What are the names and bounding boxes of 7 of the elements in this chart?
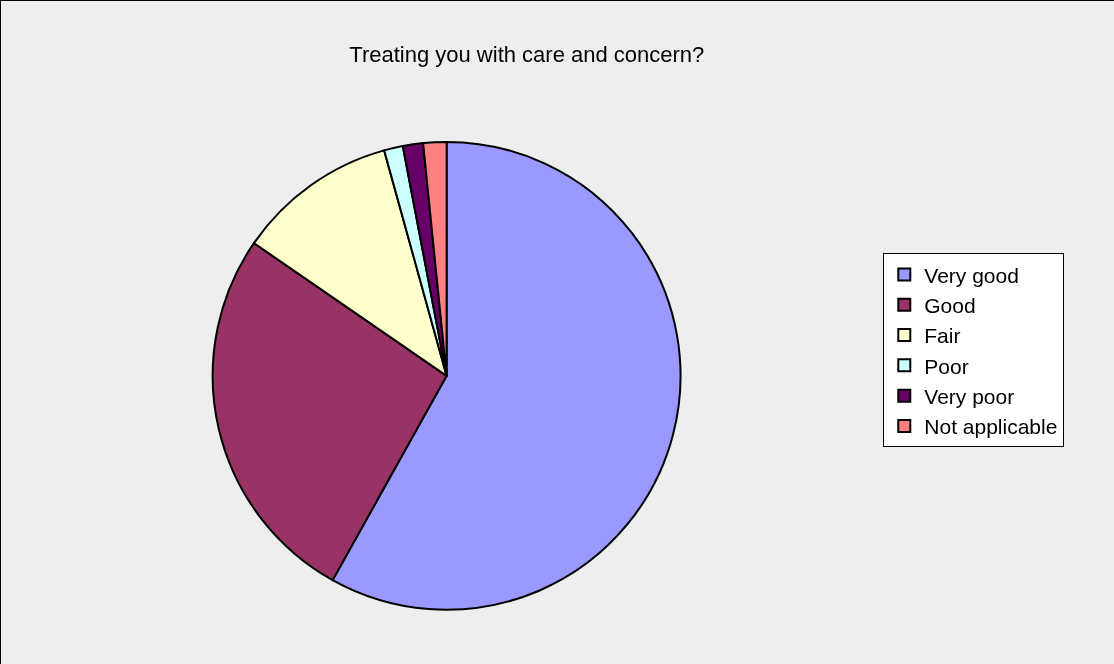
legend-label: Not applicable [924,415,1058,439]
legend-label: Very poor [924,384,1015,408]
legend-label: Good [924,293,976,317]
legend-label: Very good [924,263,1019,287]
chart-title: Treating you with care and concern? [349,41,705,67]
legend-label: Poor [924,354,969,378]
legend-label: Fair [924,324,961,348]
